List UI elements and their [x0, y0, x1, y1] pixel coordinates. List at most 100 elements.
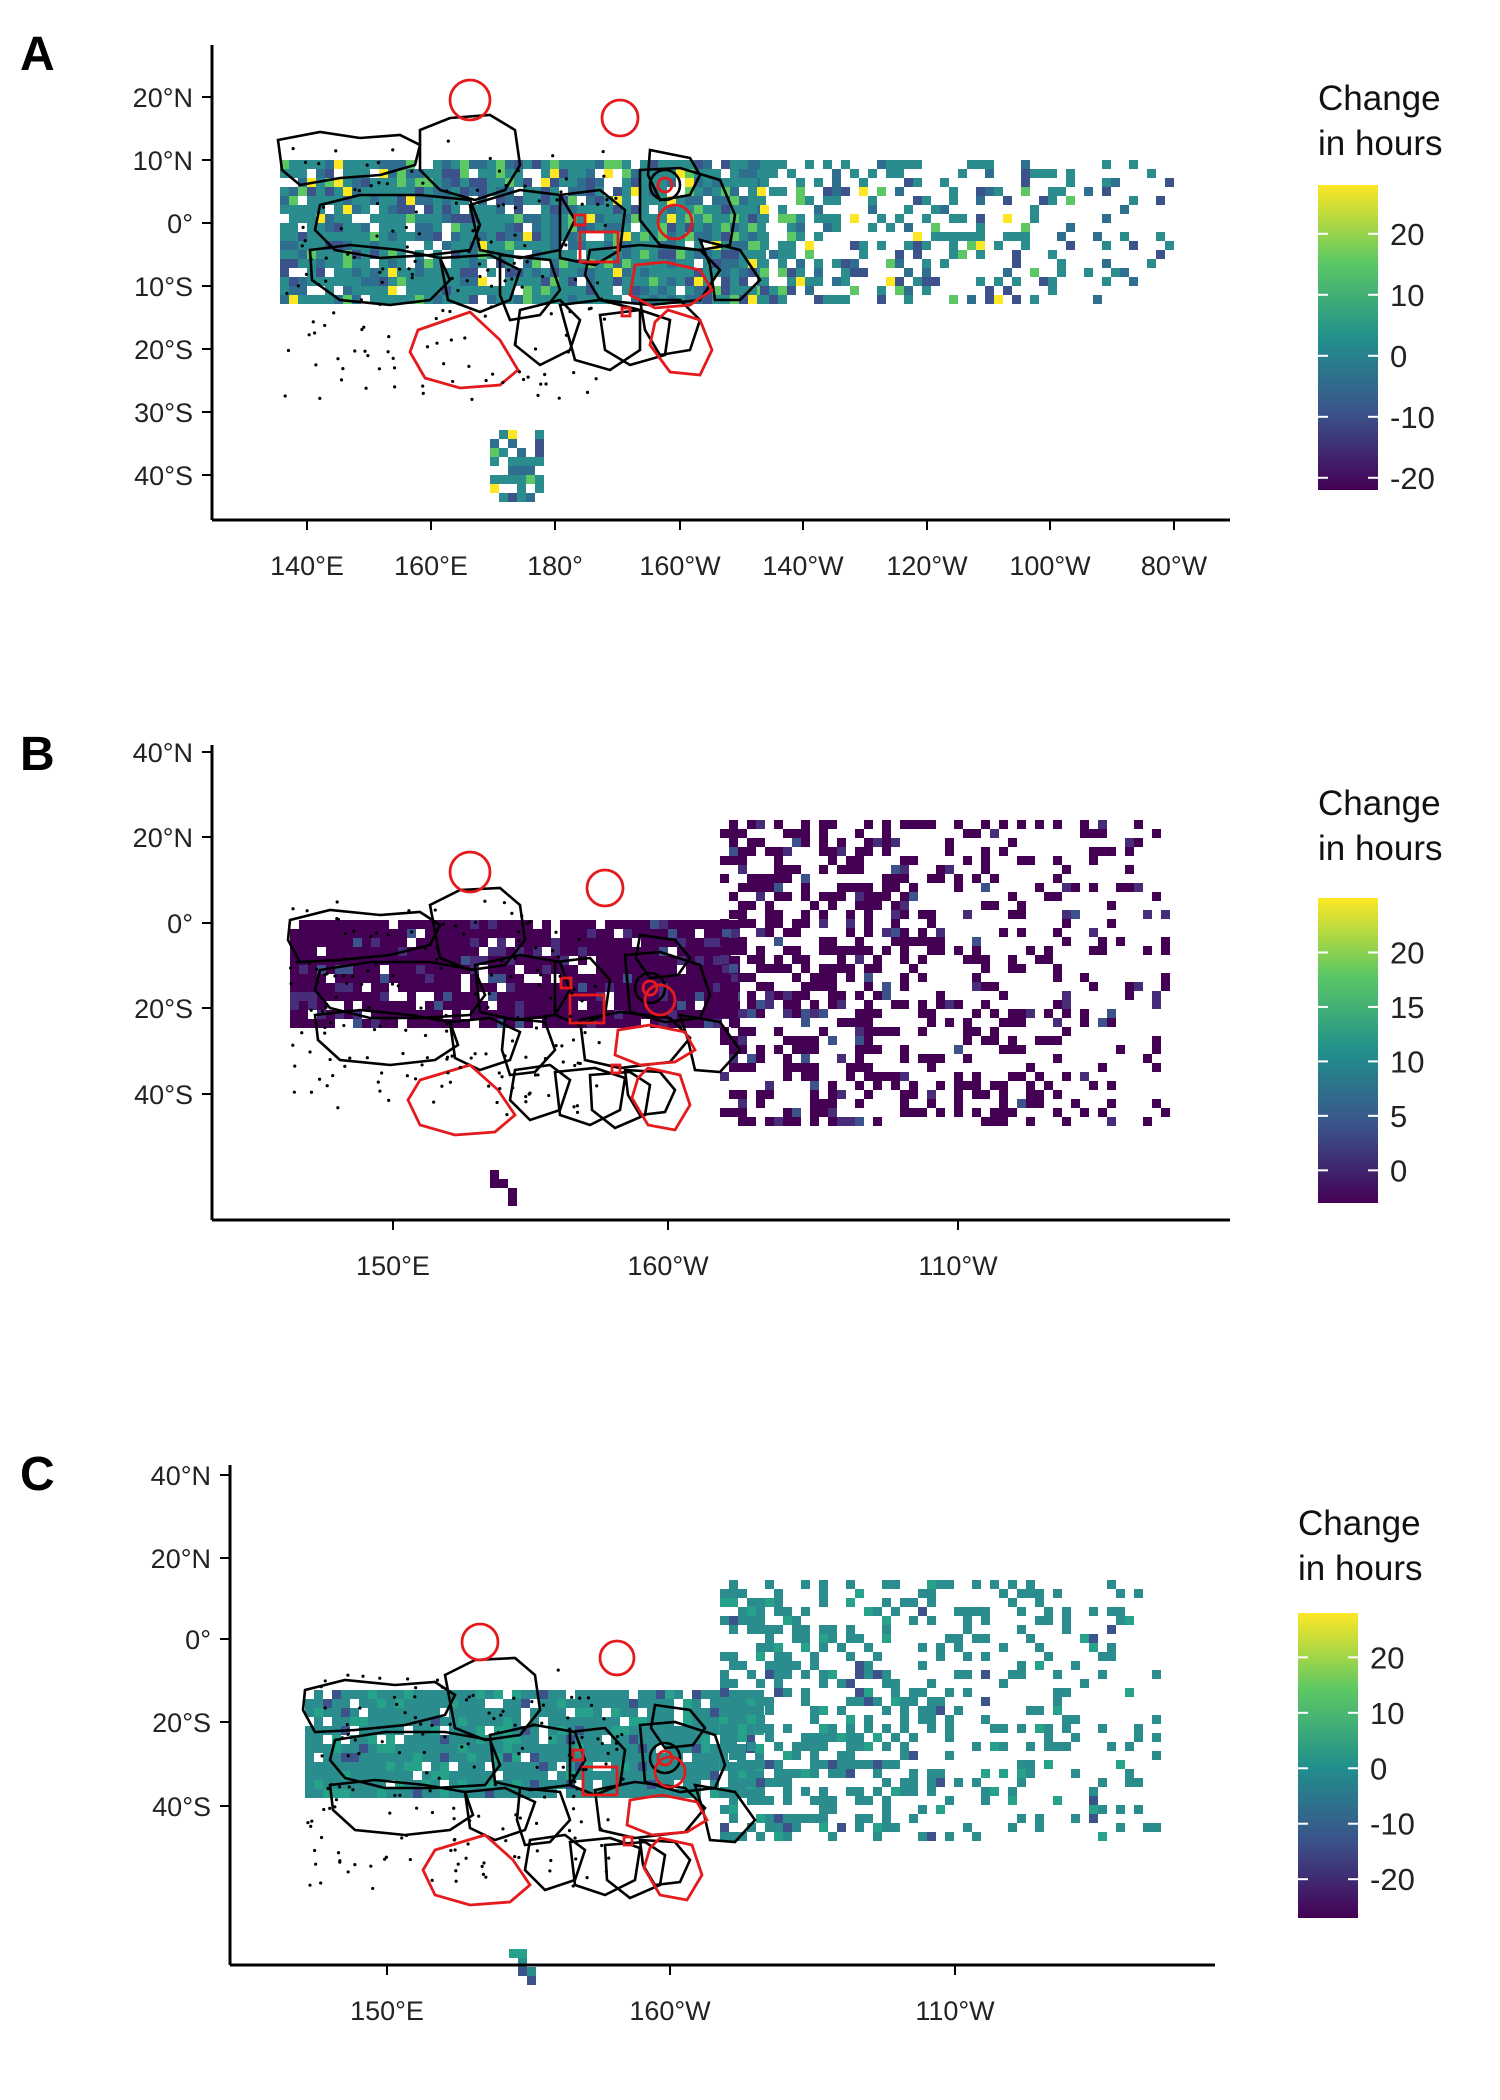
- grid-cell: [494, 1726, 503, 1735]
- island-dot: [285, 291, 289, 295]
- grid-cell: [469, 178, 478, 187]
- grid-cell: [864, 883, 873, 892]
- legend-tick: -20: [1318, 461, 1435, 496]
- grid-cell: [440, 1699, 449, 1708]
- grid-cell: [837, 1018, 846, 1027]
- island-dot: [334, 149, 338, 153]
- grid-cell: [1071, 1099, 1080, 1108]
- grid-cell: [508, 439, 517, 448]
- grid-cell: [823, 223, 832, 232]
- grid-cell: [613, 268, 622, 277]
- grid-cell: [452, 938, 461, 947]
- grid-cell: [314, 1780, 323, 1789]
- grid-cell: [476, 1771, 485, 1780]
- grid-cell: [434, 938, 443, 947]
- grid-cell: [738, 910, 747, 919]
- island-dot: [531, 1723, 535, 1727]
- grid-cell: [954, 1670, 963, 1679]
- grid-cell: [323, 1771, 332, 1780]
- grid-cell: [566, 1789, 575, 1798]
- grid-cell: [900, 1742, 909, 1751]
- grid-cell: [487, 160, 496, 169]
- island-dot: [492, 1717, 496, 1721]
- grid-cell: [611, 1708, 620, 1717]
- grid-cell: [323, 1753, 332, 1762]
- grid-cell: [868, 196, 877, 205]
- panel-a-svg: A: [20, 28, 1443, 581]
- grid-cell: [756, 1054, 765, 1063]
- grid-cell: [578, 992, 587, 1001]
- grid-cell: [595, 241, 604, 250]
- grid-cell: [909, 1598, 918, 1607]
- grid-cell: [508, 475, 517, 484]
- grid-cell: [389, 956, 398, 965]
- island-dot: [500, 1075, 504, 1079]
- grid-cell: [886, 277, 895, 286]
- grid-cell: [900, 1045, 909, 1054]
- grid-cell: [738, 856, 747, 865]
- grid-cell: [335, 974, 344, 983]
- grid-cell: [1089, 1607, 1098, 1616]
- grid-cell: [765, 1706, 774, 1715]
- grid-cell: [532, 295, 541, 304]
- grid-cell: [963, 1054, 972, 1063]
- grid-cell: [1062, 910, 1071, 919]
- grid-cell: [415, 232, 424, 241]
- grid-cell: [469, 223, 478, 232]
- grid-cell: [539, 1762, 548, 1771]
- grid-cell: [855, 1054, 864, 1063]
- grid-cell: [1125, 847, 1134, 856]
- island-dot: [450, 276, 454, 280]
- grid-cell: [499, 430, 508, 439]
- grid-cell: [976, 214, 985, 223]
- island-dot: [375, 234, 379, 238]
- grid-cell: [379, 178, 388, 187]
- grid-cell: [424, 277, 433, 286]
- grid-cell: [505, 250, 514, 259]
- grid-cell: [434, 956, 443, 965]
- grid-cell: [927, 820, 936, 829]
- grid-cell: [1053, 1670, 1062, 1679]
- grid-cell: [729, 1796, 738, 1805]
- island-dot: [425, 1056, 430, 1060]
- grid-cell: [721, 286, 730, 295]
- grid-cell: [936, 946, 945, 955]
- grid-cell: [593, 1753, 602, 1762]
- grid-cell: [1134, 1589, 1143, 1598]
- grid-cell: [1062, 1742, 1071, 1751]
- grid-cell: [1017, 1607, 1026, 1616]
- grid-cell: [578, 1010, 587, 1019]
- grid-cell: [442, 241, 451, 250]
- grid-cell: [1129, 196, 1138, 205]
- grid-cell: [694, 232, 703, 241]
- grid-cell: [783, 1054, 792, 1063]
- island-dot: [410, 276, 414, 280]
- grid-cell: [1152, 1715, 1161, 1724]
- grid-cell: [882, 1679, 891, 1688]
- island-dot: [421, 384, 425, 388]
- grid-cell: [341, 1771, 350, 1780]
- grid-cell: [1053, 1018, 1062, 1027]
- grid-cell: [434, 929, 443, 938]
- grid-cell: [659, 929, 668, 938]
- grid-cell: [1062, 937, 1071, 946]
- island-dot: [463, 336, 467, 340]
- grid-cell: [290, 1010, 299, 1019]
- grid-cell: [837, 838, 846, 847]
- grid-cell: [832, 277, 841, 286]
- island-dot: [413, 1077, 418, 1081]
- grid-cell: [787, 277, 796, 286]
- grid-cell: [676, 214, 685, 223]
- panel-letter: A: [20, 28, 55, 81]
- island-dot: [597, 1041, 601, 1045]
- grid-cell: [756, 1099, 765, 1108]
- island-dot: [602, 174, 606, 178]
- grid-cell: [972, 1742, 981, 1751]
- grid-cell: [931, 277, 940, 286]
- grid-cell: [344, 1010, 353, 1019]
- y-tick: 10°S: [134, 272, 212, 302]
- grid-cell: [810, 973, 819, 982]
- grid-cell: [683, 1708, 692, 1717]
- grid-cell: [488, 974, 497, 983]
- grid-cell: [792, 1625, 801, 1634]
